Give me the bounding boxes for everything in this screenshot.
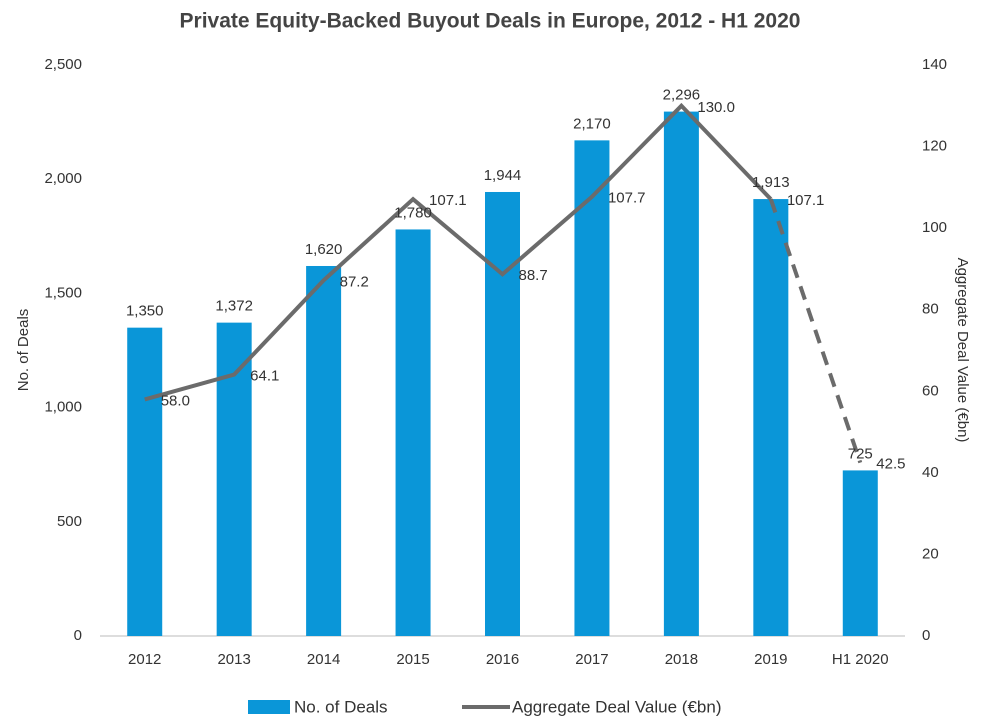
y2-tick-label: 40 bbox=[922, 464, 939, 481]
x-tick-label: 2012 bbox=[128, 651, 161, 668]
y2-tick-label: 0 bbox=[922, 627, 930, 644]
bar bbox=[216, 322, 252, 636]
bar bbox=[395, 229, 431, 636]
x-tick-label: 2018 bbox=[665, 651, 698, 668]
bar bbox=[842, 470, 878, 636]
bar-value-label: 725 bbox=[848, 445, 873, 462]
y-tick-label: 0 bbox=[74, 627, 82, 644]
y-tick-label: 500 bbox=[57, 513, 82, 530]
y2-tick-label: 20 bbox=[922, 545, 939, 562]
line-value-label: 87.2 bbox=[340, 273, 369, 290]
bar bbox=[663, 111, 699, 636]
bar-value-label: 1,913 bbox=[752, 174, 790, 191]
bar-value-label: 1,944 bbox=[484, 167, 522, 184]
legend-label: No. of Deals bbox=[294, 697, 388, 716]
line-value-label: 64.1 bbox=[250, 368, 279, 385]
bar bbox=[485, 191, 520, 636]
line-value-label: 58.0 bbox=[161, 392, 190, 409]
bar bbox=[127, 327, 163, 636]
bar-value-label: 2,296 bbox=[663, 87, 701, 104]
x-tick-label: 2017 bbox=[575, 651, 608, 668]
bar-value-label: 1,780 bbox=[394, 204, 432, 221]
y-axis-label: No. of Deals bbox=[15, 309, 32, 392]
y2-tick-label: 120 bbox=[922, 138, 947, 155]
line-value-label: 107.7 bbox=[608, 190, 646, 207]
bar bbox=[306, 265, 342, 636]
y-tick-label: 2,500 bbox=[44, 56, 82, 73]
x-tick-label: 2016 bbox=[486, 651, 519, 668]
y2-tick-label: 60 bbox=[922, 382, 939, 399]
y2-tick-label: 80 bbox=[922, 301, 939, 318]
bar-value-label: 1,372 bbox=[215, 298, 253, 315]
bar-value-label: 1,350 bbox=[126, 303, 164, 320]
legend-label: Aggregate Deal Value (€bn) bbox=[512, 697, 722, 716]
line-value-label: 130.0 bbox=[697, 99, 735, 116]
y-tick-label: 2,000 bbox=[44, 170, 82, 187]
bar bbox=[574, 140, 610, 636]
x-tick-label: 2013 bbox=[217, 651, 250, 668]
legend-swatch bbox=[248, 700, 290, 714]
x-tick-label: 2015 bbox=[396, 651, 429, 668]
y-tick-label: 1,500 bbox=[44, 284, 82, 301]
line-dashed bbox=[768, 198, 863, 464]
y2-tick-label: 140 bbox=[922, 56, 947, 73]
bar-value-label: 1,620 bbox=[305, 241, 343, 258]
line-value-label: 107.1 bbox=[429, 192, 467, 209]
line bbox=[144, 102, 773, 402]
x-tick-label: 2019 bbox=[754, 651, 787, 668]
y2-axis-label: Aggregate Deal Value (€bn) bbox=[954, 258, 971, 443]
line-value-label: 42.5 bbox=[876, 456, 905, 473]
line-value-label: 88.7 bbox=[519, 267, 548, 284]
chart-title: Private Equity-Backed Buyout Deals in Eu… bbox=[180, 10, 801, 33]
bar-value-label: 2,170 bbox=[573, 115, 611, 132]
bar bbox=[753, 199, 789, 636]
y-tick-label: 1,000 bbox=[44, 399, 82, 416]
line-value-label: 107.1 bbox=[787, 192, 825, 209]
x-tick-label: 2014 bbox=[307, 651, 340, 668]
x-tick-label: H1 2020 bbox=[832, 651, 889, 668]
y2-tick-label: 100 bbox=[922, 219, 947, 236]
